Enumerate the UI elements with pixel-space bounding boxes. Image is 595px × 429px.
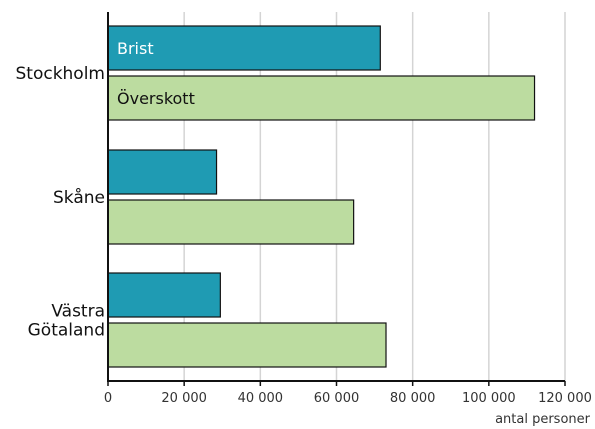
bar-brist-2 [108,273,220,317]
x-axis-unit-label: antal personer [495,412,591,427]
x-tick-label: 20 000 [161,391,207,406]
x-tick-label: 80 000 [390,391,436,406]
bar-brist-1 [108,150,217,194]
x-tick-label: 100 000 [462,391,516,406]
category-label: Götaland [28,321,105,341]
bars [108,26,535,367]
x-tick-label: 40 000 [238,391,284,406]
x-tick-labels: 0 20 000 40 000 60 000 80 000 100 000 120 000 [104,391,592,406]
x-tick-label: 0 [104,391,112,406]
legend-label-brist: Brist [117,39,154,58]
category-label: Skåne [53,187,105,208]
bar--verskott-1 [108,200,354,244]
category-label: Västra [51,302,105,322]
legend-label-overskott: Överskott [117,89,195,108]
category-label: Stockholm [15,64,105,84]
x-tick-label: 60 000 [314,391,360,406]
x-tick-label: 120 000 [538,391,592,406]
bar--verskott-2 [108,323,386,367]
